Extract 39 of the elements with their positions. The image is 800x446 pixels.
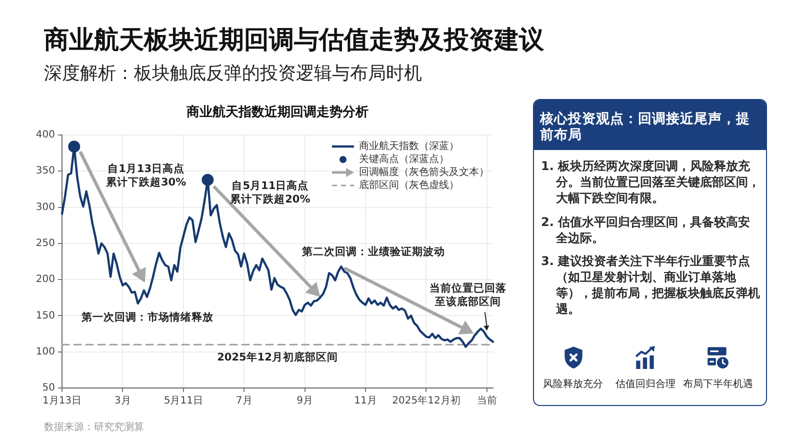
annotation: 自1月13日高点累计下跌超30%	[104, 162, 187, 188]
y-tick-label: 350	[36, 166, 55, 177]
y-tick-label: 250	[36, 238, 55, 250]
legend-label: 回调幅度（灰色箭头及文本）	[359, 166, 489, 178]
y-tick-label: 300	[36, 202, 55, 213]
category-label: 布局下半年机遇	[682, 378, 754, 392]
source-note: 数据来源：研究究测算	[44, 421, 144, 434]
category-label: 估值回归合理	[614, 378, 676, 392]
category-label: 风险释放充分	[542, 378, 604, 392]
text: 3. 建议投资者关注下半年行业重要节点（如卫星发射计划、商业订单落地等），提前布局，把握板块触底反弹机遇。	[541, 253, 761, 317]
x-tick-label: 11月	[354, 396, 377, 407]
annotation: 第一次回调：市场情绪释放	[80, 310, 214, 324]
x-tick-label: 9月	[296, 396, 314, 407]
annotation: 自5月11日高点累计下跌超20%	[229, 178, 311, 206]
x-tick-label: 当前	[476, 394, 497, 407]
y-tick-label: 50	[42, 382, 55, 394]
x-tick-label: 2025年12月初	[392, 394, 460, 407]
chart-subtitle: 深度解析：板块触底反弹的投资逻辑与布局时机	[44, 63, 422, 85]
annotation: 当前位置已回落至该底部区间	[429, 282, 508, 308]
y-tick-label: 100	[36, 346, 55, 358]
legend-label: 商业航天指数（深蓝）	[359, 140, 459, 152]
x-tick-label: 3月	[114, 396, 131, 407]
legend-label: 底部区间（灰色虚线）	[359, 179, 459, 192]
x-tick-label: 5月11日	[164, 396, 203, 407]
text: 2. 估值水平回归合理区间，具备较高安全边际。	[541, 214, 752, 246]
point	[202, 174, 214, 186]
text: 商业航天指数近期回调走势分析	[186, 105, 370, 121]
annotation: 2025年12月初底部区间	[217, 350, 338, 364]
x-tick-label: 1月13日	[42, 396, 82, 407]
y-tick-label: 150	[36, 310, 55, 322]
x-tick-label: 7月	[236, 396, 252, 407]
text: 核心投资观点：回调接近尾声，提前布局	[534, 100, 766, 150]
y-tick-label: 400	[36, 130, 55, 141]
y-tick-label: 200	[36, 274, 55, 286]
point	[68, 140, 80, 153]
annotation: 第二次回调：业绩验证期波动	[301, 245, 446, 258]
chart-title: 商业航天板块近期回调与估值走势及投资建议	[44, 25, 544, 55]
text: 1. 板块历经两次深度回调，风险释放充分。当前位置已回落至关键底部区间，大幅下跌空间有限。	[541, 158, 761, 206]
legend-label: 关键高点（深蓝点）	[359, 153, 449, 166]
